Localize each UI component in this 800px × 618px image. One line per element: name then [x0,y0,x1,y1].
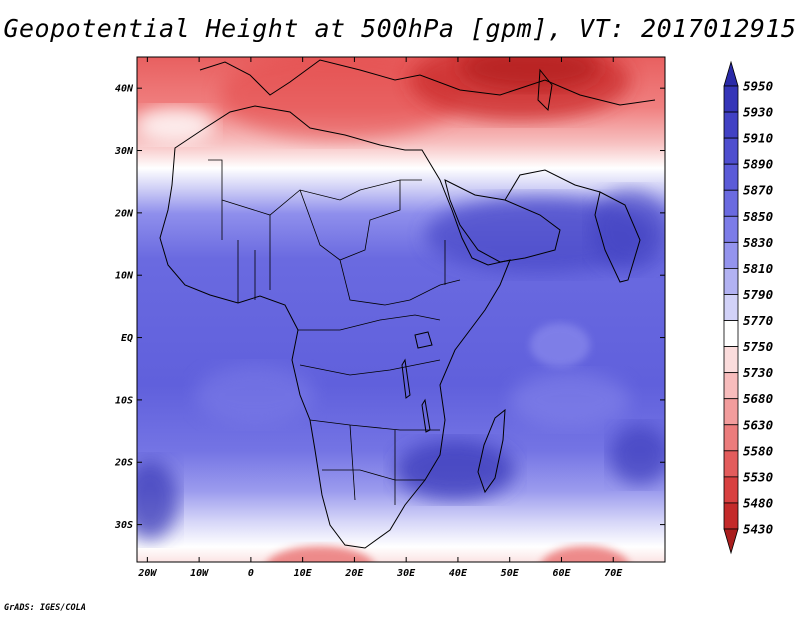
lake-malawi [421,398,431,433]
colorbar-label: 5790 [743,287,773,302]
colorbar-swatch [723,189,739,217]
colorbar-label: 5430 [743,522,773,537]
colorbar-label: 5910 [743,131,773,146]
y-tick-label: 20N [114,208,134,219]
credit-label: GrADS: IGES/COLA [4,603,86,613]
x-tick-label: 40E [449,568,468,579]
colorbar-swatch [723,476,739,504]
x-tick-label: 20E [344,568,364,579]
colorbar-swatch [723,398,739,426]
lake-tanganyika [401,358,411,399]
colorbar-label: 5680 [743,391,773,406]
y-axis: 40N 30N 20N 10N EQ 10S 20S 30S [114,84,665,531]
y-tick-label: 30S [114,520,133,531]
colorbar-label: 5830 [743,235,773,250]
colorbar-label: 5930 [743,105,773,120]
colorbar-label: 5630 [743,417,773,432]
lake-victoria [414,331,433,349]
colorbar-swatch [723,294,739,321]
x-tick-label: 30E [396,568,416,579]
colorbar-label: 5890 [743,157,773,172]
y-tick-label: 20S [114,458,133,469]
colorbar-label: 5750 [743,339,773,354]
map-title: Geopotential Height at 500hPa [gpm], VT:… [3,14,797,43]
europe-coast [199,59,656,106]
colorbar-swatch [723,163,739,191]
colorbar-top-arrow [723,60,739,87]
x-tick-label: 0 [248,568,254,579]
colorbar-swatch [723,450,739,478]
coastlines [159,59,656,549]
colorbar-swatch [723,111,739,139]
map-frame [136,56,666,563]
persian-iran [504,169,601,201]
x-tick-label: 20W [137,568,157,579]
x-tick-label: 10E [294,568,313,579]
colorbar-label: 5580 [743,443,773,458]
colorbar-swatch [723,502,739,530]
colorbar-label: 5480 [743,495,773,510]
y-tick-label: 30N [114,146,134,157]
colorbar-swatch [723,424,739,452]
colorbar-label: 5770 [743,313,773,328]
colorbar-label: 5810 [743,261,773,276]
x-tick-label: 10W [190,568,209,579]
colorbar-swatch [723,320,739,347]
colorbar-bottom-arrow [723,528,739,555]
colorbar-swatch [723,85,739,113]
colorbar-swatch [723,215,739,243]
arabia [444,179,561,263]
x-tick-label: 50E [501,568,520,579]
height-field [137,57,665,562]
colorbar-swatch [723,346,739,374]
madagascar [477,408,506,494]
colorbar-label: 5850 [743,209,773,224]
colorbar-swatch [723,241,739,269]
colorbar: 5950 5930 5910 5890 5870 5850 5830 5810 5790 5770… [723,60,773,555]
colorbar-swatch [723,137,739,165]
colorbar-swatch [723,268,739,295]
y-tick-label: EQ [121,333,133,344]
country-borders [208,159,461,505]
india [594,191,641,283]
caspian [537,68,553,112]
colorbar-swatch [723,372,739,400]
colorbar-label: 5950 [743,79,773,94]
y-tick-label: 40N [115,84,134,95]
x-tick-label: 70E [604,568,623,579]
colorbar-label: 5530 [743,469,773,484]
y-tick-label: 10S [115,395,133,406]
colorbar-label: 5870 [743,183,773,198]
colorbar-label: 5730 [743,365,773,380]
africa-coast [159,105,511,549]
x-axis: 20W 10W 0 10E 20E 30E 40E 50E 60E 70E [137,57,623,579]
x-tick-label: 60E [552,568,571,579]
y-tick-label: 10N [115,271,134,282]
